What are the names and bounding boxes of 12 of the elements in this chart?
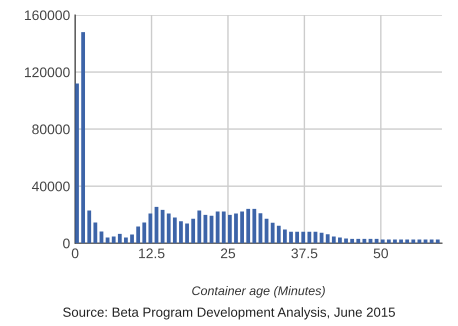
x-tick-label: 0 — [72, 248, 78, 258]
y-tick-label: 40000 — [32, 181, 70, 192]
x-axis-title: Container age (Minutes) — [192, 286, 325, 298]
y-tick-label: 160000 — [24, 10, 70, 20]
x-tick-label: 25 — [220, 248, 236, 258]
y-tick-label: 120000 — [24, 67, 70, 78]
source-note: Source: Beta Program Development Analysis, June 2015 — [63, 307, 395, 320]
x-tick-label: 12.5 — [139, 248, 164, 258]
y-tick-label: 0 — [63, 238, 70, 248]
x-tick-label: 37.5 — [291, 248, 318, 258]
y-tick-label: 80000 — [32, 124, 70, 134]
x-tick-label: 50 — [374, 248, 388, 258]
